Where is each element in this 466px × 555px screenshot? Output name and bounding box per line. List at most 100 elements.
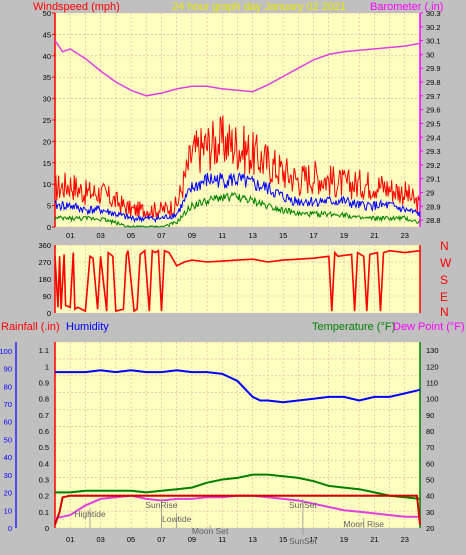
event-label: Hightide	[74, 509, 105, 519]
hour-tick-label: 23	[401, 535, 409, 544]
windspeed-tick-label: 45	[43, 30, 51, 39]
barometer-title: Barometer (.in)	[370, 1, 443, 13]
temperature-line	[55, 473, 421, 500]
rainfall-tick-label: 0.2	[39, 492, 49, 501]
hour-tick-label: 01	[66, 231, 74, 240]
temperature-tick-label: 30	[426, 508, 434, 517]
barometer-tick-label: 29.4	[426, 133, 441, 142]
rainfall-tick-label: 1	[45, 362, 49, 371]
temperature-tick-label: 100	[426, 395, 439, 404]
rainfall-tick-label: 0	[45, 524, 49, 533]
windspeed-tick-label: 35	[43, 73, 51, 82]
hour-tick-label: 03	[96, 535, 104, 544]
temperature-tick-label: 80	[426, 427, 434, 436]
hour-tick-label: 21	[370, 231, 378, 240]
humidity-tick-label: 60	[4, 418, 12, 427]
barometer-tick-label: 28.8	[426, 216, 441, 225]
windspeed-tick-label: 5	[47, 202, 51, 211]
rainfall-tick-label: 0.3	[39, 475, 49, 484]
graph-day-title: 24 hour graph day January 02 2021	[172, 1, 346, 13]
barometer-tick-label: 29.9	[426, 64, 441, 73]
hour-tick-label: 11	[218, 231, 226, 240]
hour-tick-label: 19	[340, 535, 348, 544]
barometer-tick-label: 28.9	[426, 202, 441, 211]
windspeed-title: Windspeed (mph)	[33, 1, 120, 13]
rainfall-tick-label: 0.4	[39, 459, 49, 468]
event-label: SunRise	[145, 500, 177, 510]
barometer-tick-label: 29.3	[426, 147, 441, 156]
temperature-tick-label: 130	[426, 346, 439, 355]
humidity-tick-label: 90	[4, 365, 12, 374]
barometer-tick-label: 29.7	[426, 92, 441, 101]
temperature-title: Temperature (°F)	[312, 321, 395, 333]
windspeed-tick-label: 40	[43, 52, 51, 61]
direction-tick-label: 270	[38, 258, 51, 267]
compass-s: S	[440, 273, 448, 287]
hour-tick-label: 13	[249, 535, 257, 544]
dewpoint-title: Dew Point (°F)	[393, 321, 465, 333]
event-label: Moon Rise	[343, 519, 384, 529]
temperature-tick-label: 120	[426, 362, 439, 371]
barometer-tick-label: 29.1	[426, 175, 441, 184]
barometer-tick-label: 29.2	[426, 161, 441, 170]
rainfall-tick-label: 0.7	[39, 411, 49, 420]
rainfall-tick-label: 0.9	[39, 378, 49, 387]
temperature-tick-label: 60	[426, 459, 434, 468]
hour-tick-label: 05	[127, 231, 135, 240]
barometer-tick-label: 30	[426, 50, 434, 59]
rainfall-tick-label: 0.6	[39, 427, 49, 436]
compass-w: W	[440, 256, 452, 270]
rainfall-title: Rainfall (.in)	[1, 321, 60, 333]
hour-tick-label: 17	[309, 231, 317, 240]
hour-tick-label: 11	[218, 535, 226, 544]
barometer-tick-label: 30.1	[426, 37, 441, 46]
humidity-tick-label: 20	[4, 489, 12, 498]
temperature-tick-label: 20	[426, 524, 434, 533]
rainfall-tick-label: 1.1	[39, 346, 49, 355]
direction-tick-label: 360	[38, 241, 51, 250]
event-label: Lowtide	[162, 514, 192, 524]
event-label: Moon Set	[192, 526, 229, 536]
rainfall-tick-label: 0.5	[39, 443, 49, 452]
barometer-tick-label: 30.3	[426, 9, 441, 18]
compass-n-top: N	[440, 239, 449, 253]
hour-tick-label: 19	[340, 231, 348, 240]
hour-tick-label: 07	[157, 535, 165, 544]
windspeed-tick-label: 30	[43, 95, 51, 104]
windspeed-tick-label: 0	[47, 223, 51, 232]
humidity-tick-label: 80	[4, 382, 12, 391]
barometer-tick-label: 29.8	[426, 78, 441, 87]
windspeed-tick-label: 15	[43, 159, 51, 168]
wind-direction-line	[54, 249, 421, 313]
temperature-tick-label: 50	[426, 475, 434, 484]
rainfall-line	[54, 494, 421, 526]
temperature-tick-label: 110	[426, 378, 438, 387]
hour-tick-label: 15	[279, 535, 287, 544]
event-label: SunSet	[289, 536, 318, 546]
hour-tick-label: 09	[188, 535, 196, 544]
compass-e: E	[440, 290, 448, 304]
hour-tick-label: 03	[96, 231, 104, 240]
windspeed-tick-label: 20	[43, 137, 51, 146]
humidity-line	[55, 369, 421, 404]
windspeed-gust-line	[54, 115, 421, 219]
hour-tick-label: 17	[309, 535, 317, 544]
hour-tick-label: 13	[249, 231, 257, 240]
humidity-tick-label: 70	[4, 400, 12, 409]
direction-tick-label: 180	[38, 275, 51, 284]
barometer-tick-label: 29	[426, 188, 434, 197]
hour-tick-label: 05	[127, 535, 135, 544]
barometer-tick-label: 29.5	[426, 119, 441, 128]
windspeed-low-line	[54, 191, 421, 228]
direction-tick-label: 0	[47, 309, 51, 318]
compass-n-bottom: N	[440, 305, 449, 319]
humidity-tick-label: 0	[8, 524, 12, 533]
windspeed-average-line	[54, 172, 421, 224]
windspeed-tick-label: 50	[43, 9, 51, 18]
humidity-tick-label: 100	[0, 347, 12, 356]
barometer-line	[54, 40, 421, 97]
barometer-tick-label: 30.2	[426, 23, 441, 32]
rainfall-tick-label: 0.8	[39, 395, 49, 404]
